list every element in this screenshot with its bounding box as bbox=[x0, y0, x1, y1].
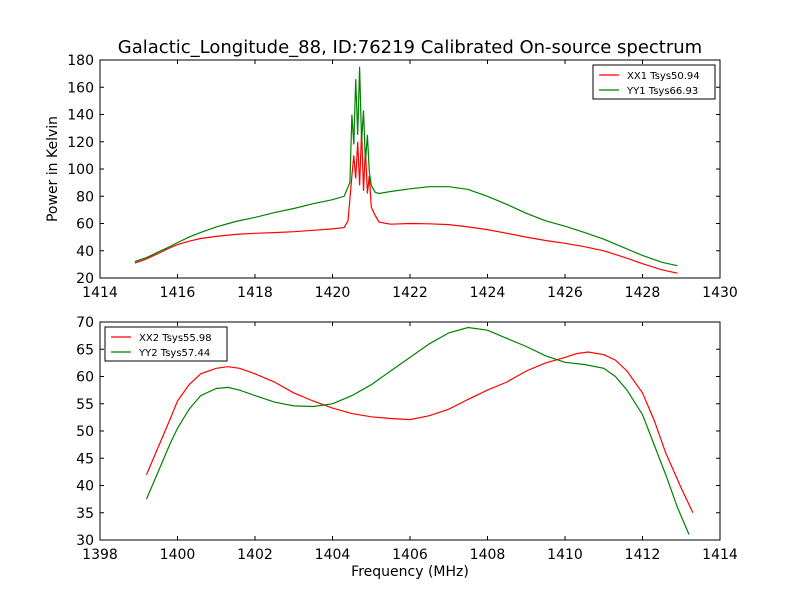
x-tick-label: 1416 bbox=[160, 285, 196, 301]
series-line-yy bbox=[134, 66, 678, 267]
x-tick-label: 1414 bbox=[82, 285, 118, 301]
x-tick-label: 1408 bbox=[470, 547, 506, 563]
series-lines bbox=[145, 326, 694, 535]
y-tick-label: 160 bbox=[67, 80, 94, 96]
legend-frame bbox=[592, 64, 716, 100]
series-line-xx bbox=[134, 130, 678, 274]
series-lines bbox=[134, 66, 678, 274]
x-axis-label: Frequency (MHz) bbox=[351, 564, 469, 580]
y-tick-label: 55 bbox=[76, 397, 94, 413]
series-line-xx bbox=[145, 351, 694, 514]
x-tick-label: 1424 bbox=[470, 285, 506, 301]
x-tick-label: 1420 bbox=[315, 285, 351, 301]
legend-label: XX2 Tsys55.98 bbox=[139, 333, 212, 344]
x-tick-label: 1398 bbox=[82, 547, 118, 563]
y-tick-label: 35 bbox=[76, 506, 94, 522]
legend-label: YY2 Tsys57.44 bbox=[138, 348, 210, 359]
series-line-yy bbox=[145, 326, 690, 535]
y-tick-label: 30 bbox=[76, 533, 94, 549]
x-tick-label: 1428 bbox=[625, 285, 661, 301]
x-tick-label: 1418 bbox=[237, 285, 273, 301]
x-tick-label: 1412 bbox=[625, 547, 661, 563]
y-tick-label: 140 bbox=[67, 108, 94, 124]
x-tick-label: 1406 bbox=[392, 547, 428, 563]
y-tick-label: 40 bbox=[76, 479, 94, 495]
y-tick-label: 100 bbox=[67, 162, 94, 178]
x-tick-label: 1414 bbox=[702, 547, 738, 563]
y-tick-label: 65 bbox=[76, 342, 94, 358]
y-tick-label: 50 bbox=[76, 424, 94, 440]
figure-title: Galactic_Longitude_88, ID:76219 Calibrat… bbox=[118, 37, 702, 58]
x-tick-label: 1404 bbox=[315, 547, 351, 563]
legend: XX1 Tsys50.94 YY1 Tsys66.93 bbox=[592, 64, 716, 100]
legend: XX2 Tsys55.98 YY2 Tsys57.44 bbox=[104, 326, 228, 362]
top-subplot: 1414 1416 1418 1420 1422 1424 1426 1428 1430 20 40… bbox=[45, 53, 738, 301]
y-tick-label: 45 bbox=[76, 451, 94, 467]
y-tick-label: 40 bbox=[76, 244, 94, 260]
x-tick-label: 1426 bbox=[547, 285, 583, 301]
y-tick-label: 120 bbox=[67, 135, 94, 151]
legend-label: XX1 Tsys50.94 bbox=[627, 71, 700, 82]
x-tick-label: 1400 bbox=[160, 547, 196, 563]
y-tick-label: 60 bbox=[76, 370, 94, 386]
bottom-subplot: 1398 1400 1402 1404 1406 1408 1410 1412 1414 30 35… bbox=[76, 315, 738, 580]
y-tick-label: 20 bbox=[76, 271, 94, 287]
y-tick-label: 180 bbox=[67, 53, 94, 69]
y-tick-label: 60 bbox=[76, 217, 94, 233]
x-tick-label: 1430 bbox=[702, 285, 738, 301]
x-tick-label: 1422 bbox=[392, 285, 428, 301]
y-tick-label: 70 bbox=[76, 315, 94, 331]
y-tick-label: 80 bbox=[76, 189, 94, 205]
x-tick-label: 1410 bbox=[547, 547, 583, 563]
y-axis-label: Power in Kelvin bbox=[45, 116, 61, 222]
legend-frame bbox=[104, 326, 228, 362]
legend-label: YY1 Tsys66.93 bbox=[626, 86, 698, 97]
x-tick-label: 1402 bbox=[237, 547, 273, 563]
